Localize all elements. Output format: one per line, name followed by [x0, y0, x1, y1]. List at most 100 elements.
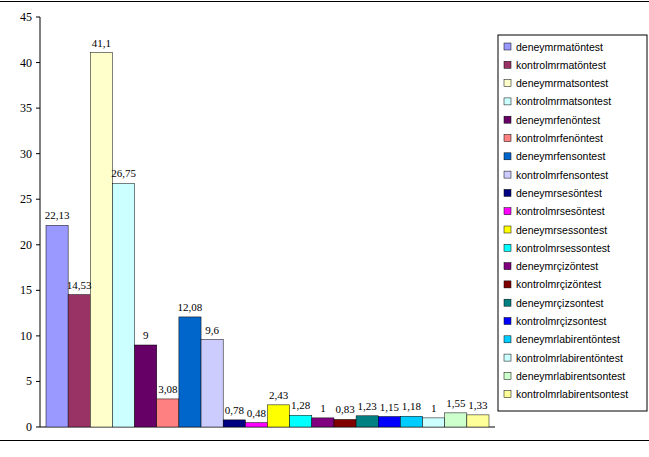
bar [334, 419, 356, 427]
bar [157, 399, 179, 427]
legend-label: deneymrfensontest [516, 150, 605, 162]
bar [179, 317, 201, 427]
y-tick [36, 199, 40, 200]
bar [356, 416, 378, 427]
data-label: 0,83 [335, 403, 355, 415]
bar [467, 415, 489, 427]
y-tick-label: 5 [26, 374, 32, 388]
legend-swatch [504, 43, 511, 50]
legend-swatch [504, 189, 511, 196]
chart: 05101520253035404522,1314,5341,126,7593,… [0, 0, 649, 457]
legend-swatch [504, 263, 511, 270]
legend-label: kontrolmrsesöntest [516, 205, 605, 217]
data-label: 9 [143, 329, 149, 341]
y-tick [36, 108, 40, 109]
legend-label: deneymrmatöntest [516, 41, 603, 53]
legend-label: deneymrçizsontest [516, 297, 604, 309]
legend-label: kontrolmrçizöntest [516, 278, 601, 290]
bar [290, 415, 312, 427]
bars [46, 53, 489, 427]
y-axis [40, 17, 41, 427]
y-tick [36, 62, 40, 63]
legend-label: kontrolmrmatöntest [516, 59, 606, 71]
bar [46, 225, 68, 427]
legend-label: kontrolmrlabirentsontest [516, 388, 628, 400]
y-tick-label: 30 [20, 147, 32, 161]
data-label: 1,55 [446, 397, 466, 409]
legend-label: kontrolmrfenöntest [516, 132, 603, 144]
legend-label: kontrolmrfensontest [516, 169, 608, 181]
bar [68, 295, 90, 427]
frame-top [0, 1, 649, 2]
y-tick [36, 17, 40, 18]
data-label: 1 [431, 402, 437, 414]
legend-label: deneymrsessontest [516, 224, 607, 236]
data-label: 1,23 [358, 400, 378, 412]
y-tick [36, 244, 40, 245]
legend-box [498, 35, 647, 411]
data-label: 12,08 [178, 301, 203, 313]
y-tick [36, 153, 40, 154]
y-tick-label: 40 [20, 56, 32, 70]
y-tick [36, 335, 40, 336]
legend-swatch [504, 391, 511, 398]
data-label: 41,1 [92, 37, 111, 49]
y-tick [36, 290, 40, 291]
legend-swatch [504, 318, 511, 325]
legend-swatch [504, 226, 511, 233]
legend-swatch [504, 208, 511, 215]
data-label: 1,18 [402, 400, 422, 412]
frame-bottom [0, 440, 649, 441]
bar [312, 418, 334, 427]
y-tick-label: 20 [20, 238, 32, 252]
bar [378, 417, 400, 427]
legend-label: kontrolmrlabirentöntest [516, 352, 623, 364]
legend-swatch [504, 80, 511, 87]
data-label: 1,28 [291, 399, 311, 411]
y-tick-label: 15 [20, 283, 32, 297]
data-labels: 22,1314,5341,126,7593,0812,089,60,780,48… [45, 37, 488, 419]
legend-label: deneymrlabirentsontest [516, 370, 625, 382]
bar [245, 423, 267, 427]
bar [135, 345, 157, 427]
legend-swatch [504, 171, 511, 178]
legend-swatch [504, 281, 511, 288]
y-tick-label: 0 [26, 420, 32, 434]
bar [90, 53, 112, 427]
y-tick-label: 35 [20, 101, 32, 115]
data-label: 3,08 [158, 383, 178, 395]
data-label: 1,33 [468, 399, 488, 411]
data-label: 1 [320, 402, 326, 414]
legend-label: deneymrsesöntest [516, 187, 602, 199]
bar [400, 416, 422, 427]
bar [445, 413, 467, 427]
data-label: 2,43 [269, 389, 289, 401]
legend-swatch [504, 372, 511, 379]
legend-swatch [504, 336, 511, 343]
legend-swatch [504, 135, 511, 142]
legend-swatch [504, 153, 511, 160]
legend-swatch [504, 354, 511, 361]
legend: deneymrmatöntest kontrolmrmatöntest deneym… [498, 35, 647, 411]
y-tick [36, 381, 40, 382]
data-label: 14,53 [67, 279, 92, 291]
legend-label: deneymrfenöntest [516, 114, 600, 126]
data-label: 22,13 [45, 209, 70, 221]
bar [423, 418, 445, 427]
legend-label: deneymrmatsontest [516, 77, 608, 89]
legend-label: deneymrlabirentöntest [516, 333, 620, 345]
legend-label: kontrolmrmatsontest [516, 95, 611, 107]
data-label: 26,75 [111, 167, 136, 179]
y-tick-label: 10 [20, 329, 32, 343]
bar [268, 405, 290, 427]
legend-swatch [504, 98, 511, 105]
legend-label: kontrolmrçizsontest [516, 315, 607, 327]
bar [201, 340, 223, 427]
legend-label: deneymrçizöntest [516, 260, 598, 272]
y-tick-label: 25 [20, 192, 32, 206]
legend-swatch [504, 116, 511, 123]
legend-label: kontrolmrsessontest [516, 242, 610, 254]
bar [223, 420, 245, 427]
legend-swatch [504, 61, 511, 68]
y-tick [36, 427, 40, 428]
